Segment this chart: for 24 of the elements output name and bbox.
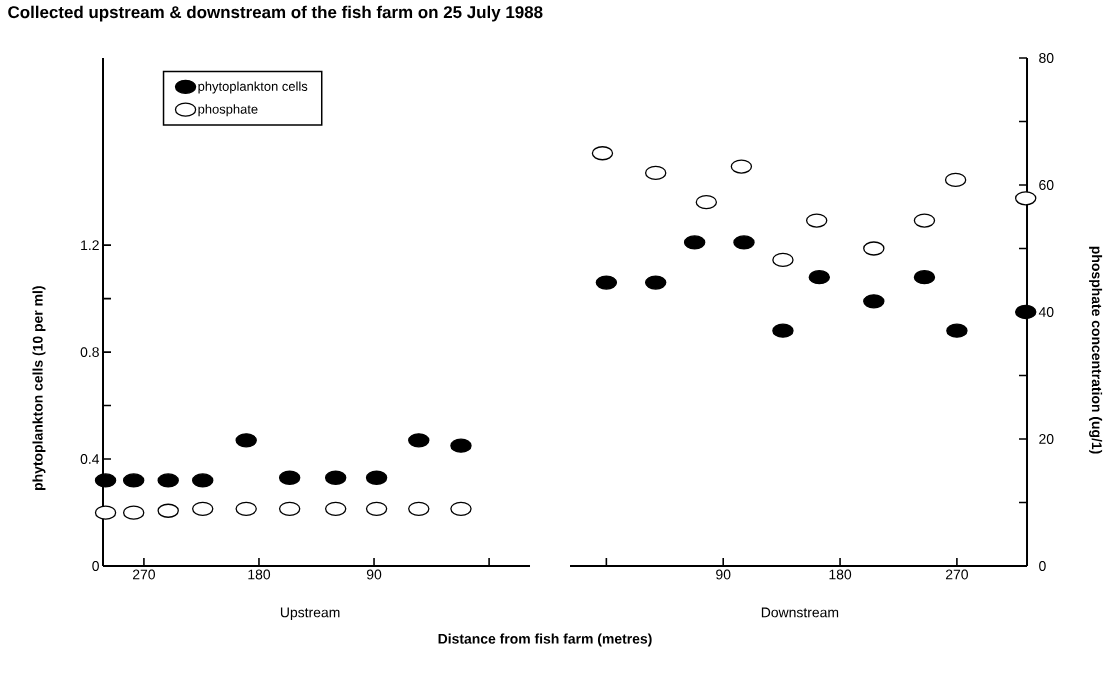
y-tick-label: 1.2 [81,240,99,251]
text: Distance from fish farm (metres) [438,633,652,647]
y-axis-title: phytoplankton cells (10 per ml) [32,286,46,490]
legend-label: phytoplankton cells [198,81,308,94]
x-tick-label: 270 [132,569,156,580]
x-axis-title: Downstream [761,607,839,618]
x-tick-label: 180 [248,569,271,580]
point [772,252,794,268]
y2-tick-label: 60 [1039,180,1054,190]
chart-title: Collected upstream & downstream of the fish farm on 25 July 1988 [8,5,543,22]
y-tick-label: 0 [92,561,99,571]
x-tick-label: 270 [945,569,968,580]
y2-tick-label: 40 [1038,307,1054,317]
x-axis-title: Upstream [280,607,340,621]
y2-axis-title: phosphate concentration (ug/1) [1089,246,1103,454]
legend-label: phosphate [198,104,258,117]
y2-tick-label: 80 [1039,53,1054,63]
y-tick-label: 0.8 [80,347,99,358]
x-tick-label: 90 [716,569,731,580]
x-tick-label: 90 [366,569,382,580]
y2-tick-label: 20 [1039,434,1054,444]
x-tick-label: 180 [829,569,852,580]
y-tick-label: 0.4 [80,454,100,464]
y2-tick-label: 0 [1039,561,1046,571]
